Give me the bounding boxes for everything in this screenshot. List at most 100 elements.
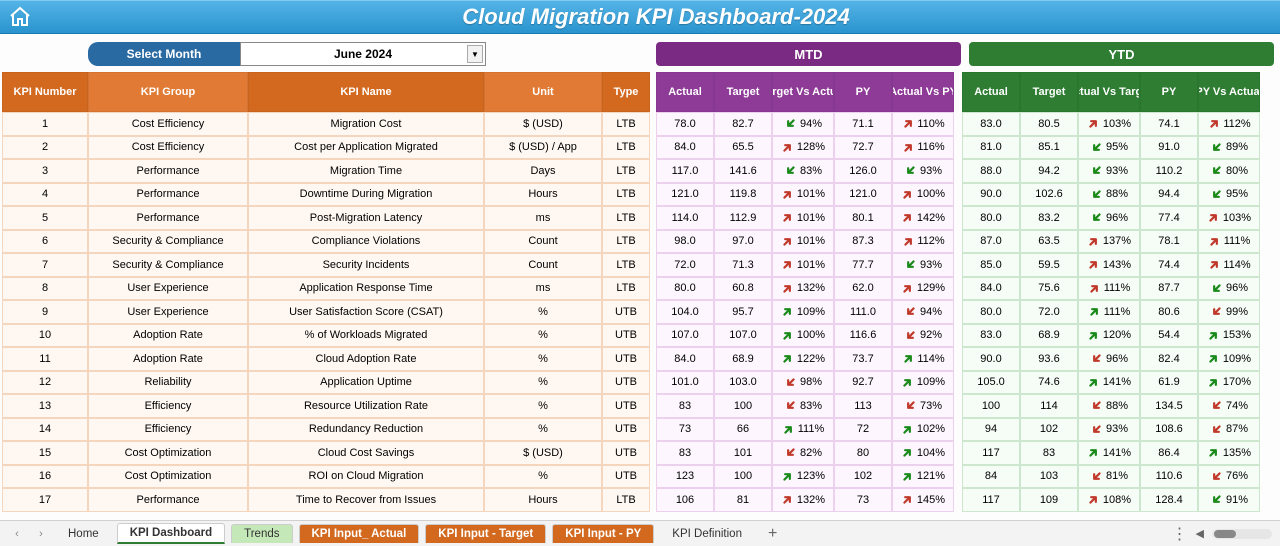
mtd-target: 71.3: [714, 253, 772, 277]
tab-kpi-dashboard[interactable]: KPI Dashboard: [117, 523, 225, 544]
mtd-target: 82.7: [714, 112, 772, 136]
ytd-py-vs-actual: 87%: [1198, 418, 1260, 442]
ytd-target: 74.6: [1020, 371, 1078, 395]
mtd-target-vs-actual: 123%: [772, 465, 834, 489]
kpi-unit: ms: [484, 277, 602, 301]
controls-row: Select Month June 2024 ▼ MTD YTD: [0, 42, 1280, 66]
trend-arrow-icon: [1207, 328, 1221, 342]
trend-arrow-icon: [1087, 446, 1101, 460]
trend-arrow-icon: [1087, 328, 1101, 342]
ytd-actual-vs-target: 88%: [1078, 394, 1140, 418]
mtd-actual-vs-py: 142%: [892, 206, 954, 230]
ytd-py-vs-actual: 103%: [1198, 206, 1260, 230]
mtd-py: 116.6: [834, 324, 892, 348]
mtd-actual-vs-py: 104%: [892, 441, 954, 465]
mtd-actual: 104.0: [656, 300, 714, 324]
mtd-actual-vs-py: 92%: [892, 324, 954, 348]
tab-home[interactable]: Home: [56, 525, 111, 543]
ytd-py: 77.4: [1140, 206, 1198, 230]
trend-arrow-icon: [1090, 211, 1104, 225]
ytd-actual-vs-target: 111%: [1078, 277, 1140, 301]
mtd-py: 113: [834, 394, 892, 418]
trend-arrow-icon: [1087, 117, 1101, 131]
kpi-number: 1: [2, 112, 88, 136]
mtd-py: 126.0: [834, 159, 892, 183]
kpi-type: UTB: [602, 441, 650, 465]
ytd-actual: 83.0: [962, 112, 1020, 136]
kpi-type: UTB: [602, 394, 650, 418]
tab-input-actual[interactable]: KPI Input_ Actual: [299, 524, 420, 543]
kpi-name: Time to Recover from Issues: [248, 488, 484, 512]
kpi-type: LTB: [602, 159, 650, 183]
kpi-type: LTB: [602, 136, 650, 160]
mtd-actual-vs-py: 102%: [892, 418, 954, 442]
mtd-target-vs-actual: 111%: [772, 418, 834, 442]
kpi-number: 11: [2, 347, 88, 371]
kpi-type: LTB: [602, 253, 650, 277]
mtd-target-vs-actual: 101%: [772, 183, 834, 207]
spacer: [954, 112, 962, 136]
column-header: Target Vs Actual: [772, 72, 834, 112]
column-header: PY: [834, 72, 892, 112]
trend-arrow-icon: [904, 164, 918, 178]
tab-input-py[interactable]: KPI Input - PY: [552, 524, 654, 543]
tab-trends[interactable]: Trends: [231, 524, 292, 543]
spacer: [954, 206, 962, 230]
add-sheet-icon[interactable]: +: [760, 525, 785, 543]
kpi-group: User Experience: [88, 277, 248, 301]
ytd-target: 83.2: [1020, 206, 1078, 230]
kpi-name: Redundancy Reduction: [248, 418, 484, 442]
trend-arrow-icon: [1210, 281, 1224, 295]
column-header: Unit: [484, 72, 602, 112]
kpi-name: Application Response Time: [248, 277, 484, 301]
ytd-actual-vs-target: 111%: [1078, 300, 1140, 324]
spacer: [954, 136, 962, 160]
horizontal-scrollbar[interactable]: [1212, 529, 1272, 539]
home-icon[interactable]: [8, 5, 32, 29]
trend-arrow-icon: [901, 469, 915, 483]
mtd-target-vs-actual: 101%: [772, 253, 834, 277]
tab-next-icon[interactable]: ›: [32, 528, 50, 540]
tab-prev-icon[interactable]: ‹: [8, 528, 26, 540]
ytd-py-vs-actual: 135%: [1198, 441, 1260, 465]
month-select[interactable]: June 2024 ▼: [240, 42, 486, 66]
ytd-actual: 100: [962, 394, 1020, 418]
trend-arrow-icon: [781, 305, 795, 319]
tab-input-target[interactable]: KPI Input - Target: [425, 524, 546, 543]
ytd-py-vs-actual: 96%: [1198, 277, 1260, 301]
kpi-type: LTB: [602, 277, 650, 301]
mtd-actual: 123: [656, 465, 714, 489]
ytd-py-vs-actual: 109%: [1198, 347, 1260, 371]
kpi-type: UTB: [602, 324, 650, 348]
kpi-unit: $ (USD): [484, 112, 602, 136]
spacer: [954, 371, 962, 395]
tab-definition[interactable]: KPI Definition: [660, 525, 754, 543]
mtd-actual: 101.0: [656, 371, 714, 395]
ytd-py: 54.4: [1140, 324, 1198, 348]
mtd-target-vs-actual: 128%: [772, 136, 834, 160]
trend-arrow-icon: [781, 140, 795, 154]
spacer: [954, 465, 962, 489]
trend-arrow-icon: [781, 211, 795, 225]
ytd-py: 91.0: [1140, 136, 1198, 160]
mtd-actual: 80.0: [656, 277, 714, 301]
kpi-group: Reliability: [88, 371, 248, 395]
mtd-actual-vs-py: 129%: [892, 277, 954, 301]
ytd-py: 61.9: [1140, 371, 1198, 395]
trend-arrow-icon: [1210, 140, 1224, 154]
more-icon[interactable]: ⋮: [1172, 524, 1188, 544]
ytd-actual: 90.0: [962, 347, 1020, 371]
kpi-unit: Hours: [484, 488, 602, 512]
column-header: Target: [1020, 72, 1078, 112]
trend-arrow-icon: [1090, 469, 1104, 483]
mtd-target: 112.9: [714, 206, 772, 230]
ytd-py-vs-actual: 95%: [1198, 183, 1260, 207]
kpi-number: 5: [2, 206, 88, 230]
chevron-down-icon[interactable]: ▼: [467, 45, 483, 63]
kpi-group: Efficiency: [88, 394, 248, 418]
spacer: [954, 324, 962, 348]
mtd-actual: 83: [656, 441, 714, 465]
ytd-actual: 85.0: [962, 253, 1020, 277]
ytd-py-vs-actual: 170%: [1198, 371, 1260, 395]
scroll-left-icon[interactable]: ◀: [1196, 527, 1204, 540]
